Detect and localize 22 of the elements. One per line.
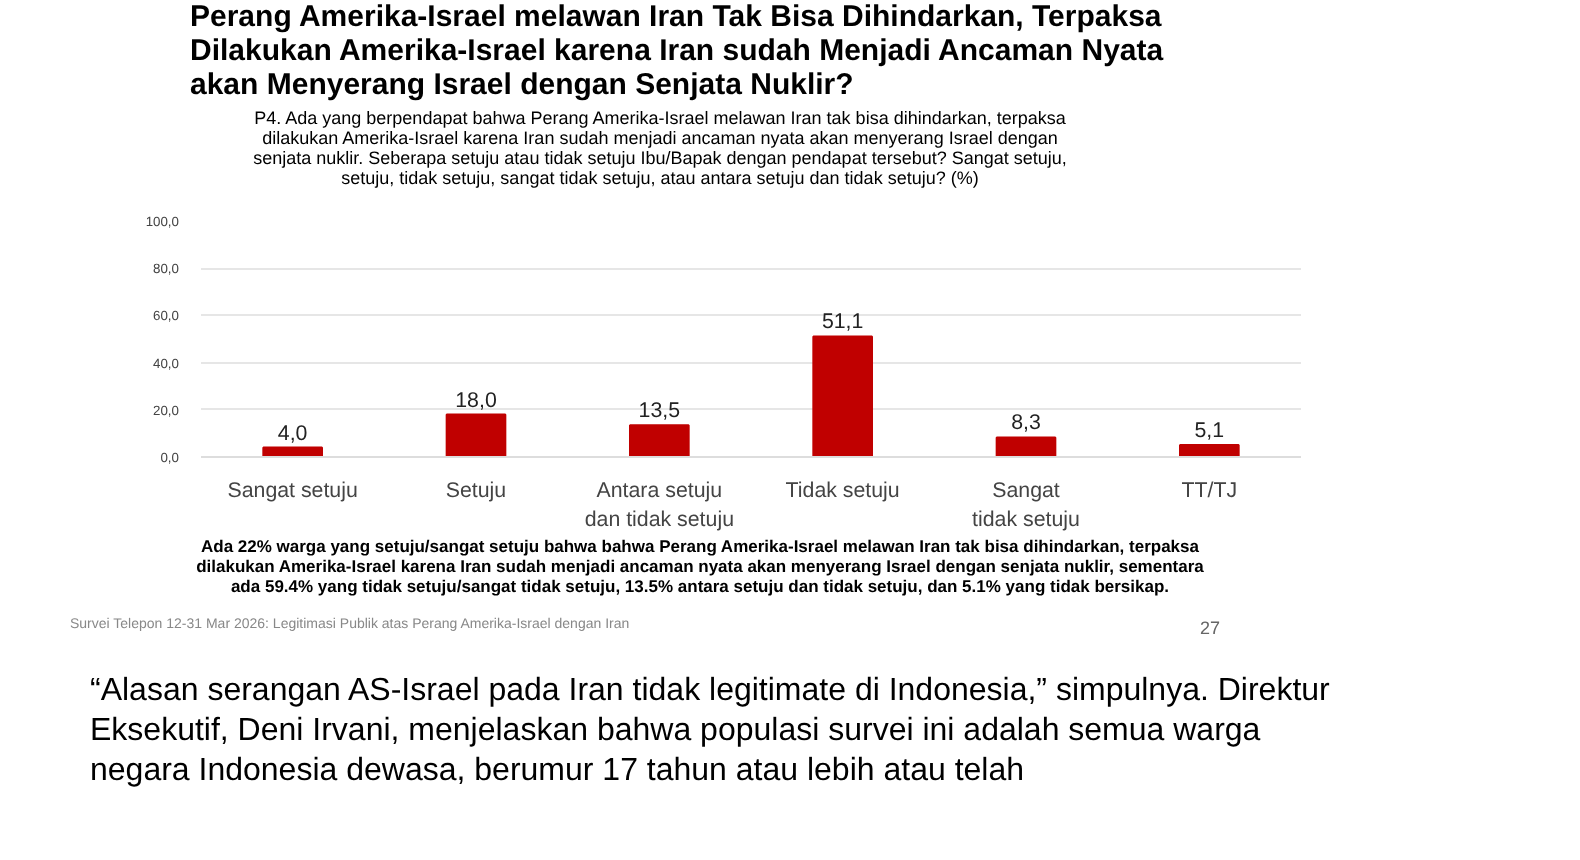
data-label: 51,1	[821, 310, 864, 335]
bar	[812, 335, 873, 457]
bar	[629, 424, 690, 457]
data-label: 13,5	[638, 399, 681, 424]
text: Ada 22% warga yang setuju/sangat setuju bahwa bahwa Perang Amerika-Israel melawan Iran tak bisa dihindarkan, terpaksa dilakukan Amerika-Israel karena Iran sudah menjadi ancaman nyata akan menyerang Israel dengan senjata nuklir, sementara ada 59.4% yang tidak setuju/sangat tidak setuju, 13.5% antara setuju dan tidak setuju, dan 5.1% yang tidak bersikap.	[194, 536, 1206, 596]
x-tick-label: Sangat tidak setuju	[972, 479, 1081, 532]
text: 27	[1200, 616, 1221, 642]
x-tick-label: TT/TJ	[1181, 479, 1238, 503]
x-tick-label: Tidak setuju	[785, 479, 900, 503]
bar	[445, 413, 507, 457]
bar	[995, 436, 1057, 457]
data-label: 8,3	[1011, 411, 1041, 436]
text: “Alasan serangan AS-Israel pada Iran tidak legitimate di Indonesia,” simpulnya. Direktur Eksekutif, Deni Irvani, menjelaskan bahwa populasi survei ini adalah semua warga negara Indonesia dewasa, berumur 17 tahun atau lebih atau telah	[90, 672, 1332, 792]
bar	[1179, 443, 1240, 457]
data-label: 5,1	[1194, 418, 1225, 443]
chart-title: Perang Amerika-Israel melawan Iran Tak Bisa Dihindarkan, Terpaksa Dilakukan Amerika-Israel karena Iran sudah Menjadi Ancaman Nyata akan Menyerang Israel dengan Senjata Nuklir?	[190, 0, 1166, 102]
x-tick-label: Sangat setuju	[227, 479, 358, 503]
data-label: 18,0	[455, 388, 497, 413]
chart-subtitle: P4. Ada yang berpendapat bahwa Perang Amerika-Israel melawan Iran tak bisa dihindarkan, terpaksa dilakukan Amerika-Israel karena Iran sudah menjadi ancaman nyata akan menyerang Israel dengan senjata nuklir. Seberapa setuju atau tidak setuju Ibu/Bapak dengan pendapat tersebut? Sangat setuju, setuju, tidak setuju, sangat tidak setuju, atau antara setuju dan tidak setuju? (%)	[251, 108, 1069, 188]
data-label: 4,0	[277, 421, 308, 446]
x-tick-label: Antara setuju dan tidak setuju	[584, 479, 735, 532]
x-tick-label: Setuju	[445, 479, 507, 503]
